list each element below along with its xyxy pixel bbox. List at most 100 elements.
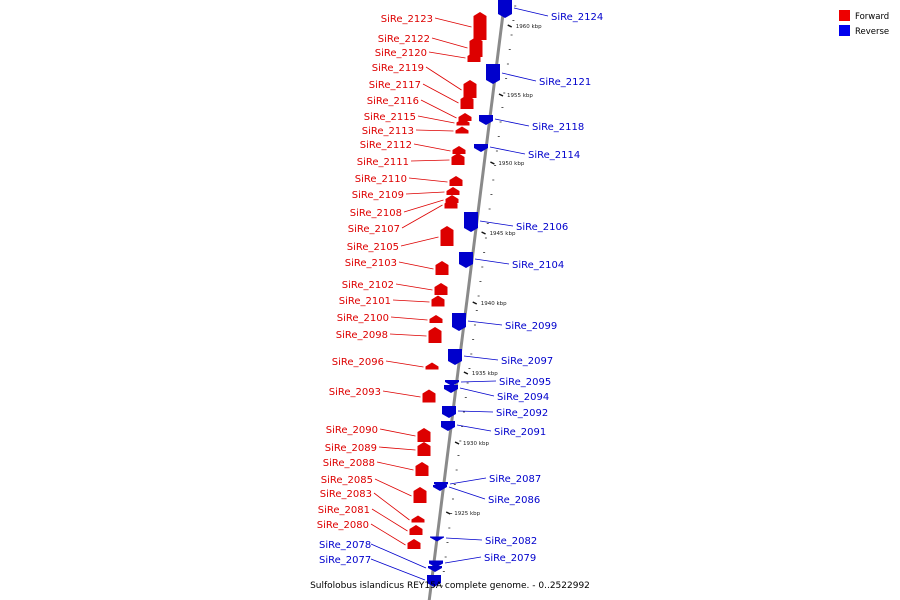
forward-gene-label[interactable]: SiRe_2083: [320, 489, 372, 500]
reverse-gene-feature[interactable]: [452, 313, 466, 331]
forward-gene-feature[interactable]: [417, 442, 431, 456]
reverse-gene-label[interactable]: SiRe_2114: [528, 150, 580, 161]
reverse-gene-label[interactable]: SiRe_2118: [532, 122, 584, 133]
reverse-gene-feature[interactable]: [445, 380, 459, 386]
forward-gene-feature[interactable]: [455, 126, 469, 134]
forward-gene-label[interactable]: SiRe_2112: [360, 140, 412, 151]
forward-gene-label[interactable]: SiRe_2119: [372, 63, 424, 74]
forward-gene-feature[interactable]: [458, 113, 472, 121]
reverse-gene-label[interactable]: SiRe_2104: [512, 260, 564, 271]
forward-gene-feature[interactable]: [434, 283, 448, 295]
reverse-gene-label[interactable]: SiRe_2094: [497, 392, 549, 403]
forward-gene-feature[interactable]: [428, 327, 442, 343]
forward-gene-label[interactable]: SiRe_2109: [352, 190, 404, 201]
reverse-gene-label[interactable]: SiRe_2086: [488, 495, 540, 506]
forward-gene-label[interactable]: SiRe_2100: [337, 313, 389, 324]
forward-gene-label[interactable]: SiRe_2117: [369, 80, 421, 91]
forward-gene-label[interactable]: SiRe_2090: [326, 425, 378, 436]
forward-gene-label[interactable]: SiRe_2102: [342, 280, 394, 291]
forward-gene-feature[interactable]: [463, 80, 477, 98]
forward-gene-feature[interactable]: [473, 12, 487, 40]
reverse-gene-label[interactable]: SiRe_2078: [319, 540, 371, 551]
forward-gene-label[interactable]: SiRe_2120: [375, 48, 427, 59]
forward-gene-label[interactable]: SiRe_2122: [378, 34, 430, 45]
forward-gene-feature[interactable]: [435, 261, 449, 275]
forward-gene-leader: [390, 316, 428, 321]
forward-gene-label[interactable]: SiRe_2098: [336, 330, 388, 341]
forward-gene-feature[interactable]: [407, 539, 421, 549]
forward-gene-label[interactable]: SiRe_2096: [332, 357, 384, 368]
reverse-gene-label[interactable]: SiRe_2092: [496, 408, 548, 419]
forward-gene-feature[interactable]: [425, 362, 439, 370]
gene-layer: [407, 0, 512, 587]
forward-gene-feature[interactable]: [446, 187, 460, 195]
reverse-gene-label[interactable]: SiRe_2091: [494, 427, 546, 438]
reverse-gene-label[interactable]: SiRe_2095: [499, 377, 551, 388]
legend-item-forward[interactable]: Forward: [839, 10, 889, 22]
forward-gene-label[interactable]: SiRe_2107: [348, 224, 400, 235]
reverse-gene-feature[interactable]: [427, 575, 441, 587]
reverse-gene-label[interactable]: SiRe_2124: [551, 12, 603, 23]
reverse-gene-feature[interactable]: [428, 566, 442, 572]
reverse-gene-label[interactable]: SiRe_2121: [539, 77, 591, 88]
reverse-gene-label[interactable]: SiRe_2087: [489, 474, 541, 485]
forward-gene-feature[interactable]: [429, 315, 443, 323]
reverse-gene-feature[interactable]: [429, 560, 443, 568]
forward-gene-feature[interactable]: [413, 487, 427, 503]
forward-gene-label[interactable]: SiRe_2080: [317, 520, 369, 531]
forward-gene-feature[interactable]: [422, 389, 436, 403]
genome-axis-layer: [427, 0, 507, 600]
forward-gene-label[interactable]: SiRe_2115: [364, 112, 416, 123]
forward-gene-feature[interactable]: [451, 153, 465, 165]
forward-gene-feature[interactable]: [440, 226, 454, 246]
reverse-gene-label[interactable]: SiRe_2077: [319, 555, 371, 566]
legend-item-reverse[interactable]: Reverse: [839, 25, 889, 37]
forward-gene-feature[interactable]: [411, 515, 425, 523]
reverse-gene-label[interactable]: SiRe_2097: [501, 356, 553, 367]
reverse-gene-label[interactable]: SiRe_2079: [484, 553, 536, 564]
reverse-gene-feature[interactable]: [459, 252, 473, 268]
forward-gene-label[interactable]: SiRe_2110: [355, 174, 407, 185]
forward-gene-feature[interactable]: [409, 525, 423, 535]
forward-gene-feature[interactable]: [444, 199, 458, 209]
forward-gene-feature[interactable]: [456, 118, 470, 126]
reverse-gene-feature[interactable]: [442, 406, 456, 418]
reverse-gene-feature[interactable]: [479, 115, 493, 125]
reverse-gene-feature[interactable]: [474, 144, 488, 152]
reverse-gene-feature[interactable]: [498, 0, 512, 18]
forward-gene-label[interactable]: SiRe_2108: [350, 208, 402, 219]
forward-gene-label[interactable]: SiRe_2105: [347, 242, 399, 253]
reverse-gene-feature[interactable]: [444, 385, 458, 393]
reverse-gene-feature[interactable]: [464, 212, 478, 232]
reverse-gene-label[interactable]: SiRe_2106: [516, 222, 568, 233]
forward-gene-leader: [371, 508, 408, 532]
forward-gene-label[interactable]: SiRe_2103: [345, 258, 397, 269]
forward-gene-label[interactable]: SiRe_2093: [329, 387, 381, 398]
forward-gene-feature[interactable]: [431, 295, 445, 307]
forward-gene-feature[interactable]: [460, 95, 474, 109]
reverse-gene-feature[interactable]: [448, 349, 462, 365]
reverse-gene-leader: [489, 146, 526, 155]
reverse-gene-label[interactable]: SiRe_2099: [505, 321, 557, 332]
reverse-gene-feature[interactable]: [441, 421, 455, 431]
reverse-gene-label[interactable]: SiRe_2082: [485, 536, 537, 547]
forward-gene-label[interactable]: SiRe_2111: [357, 157, 409, 168]
legend-label-forward: Forward: [855, 12, 889, 22]
forward-gene-label[interactable]: SiRe_2101: [339, 296, 391, 307]
reverse-gene-feature[interactable]: [433, 485, 447, 491]
forward-gene-label[interactable]: SiRe_2123: [381, 14, 433, 25]
reverse-gene-feature[interactable]: [430, 536, 444, 542]
forward-gene-feature[interactable]: [469, 37, 483, 57]
forward-gene-label[interactable]: SiRe_2089: [325, 443, 377, 454]
forward-gene-label[interactable]: SiRe_2081: [318, 505, 370, 516]
forward-gene-label[interactable]: SiRe_2113: [362, 126, 414, 137]
forward-gene-feature[interactable]: [449, 176, 463, 186]
forward-gene-label[interactable]: SiRe_2085: [321, 475, 373, 486]
forward-gene-label[interactable]: SiRe_2088: [323, 458, 375, 469]
forward-gene-feature[interactable]: [417, 428, 431, 442]
forward-gene-feature[interactable]: [467, 52, 481, 62]
forward-gene-feature[interactable]: [452, 146, 466, 154]
reverse-gene-feature[interactable]: [486, 64, 500, 84]
forward-gene-label[interactable]: SiRe_2116: [367, 96, 419, 107]
forward-gene-feature[interactable]: [415, 462, 429, 476]
